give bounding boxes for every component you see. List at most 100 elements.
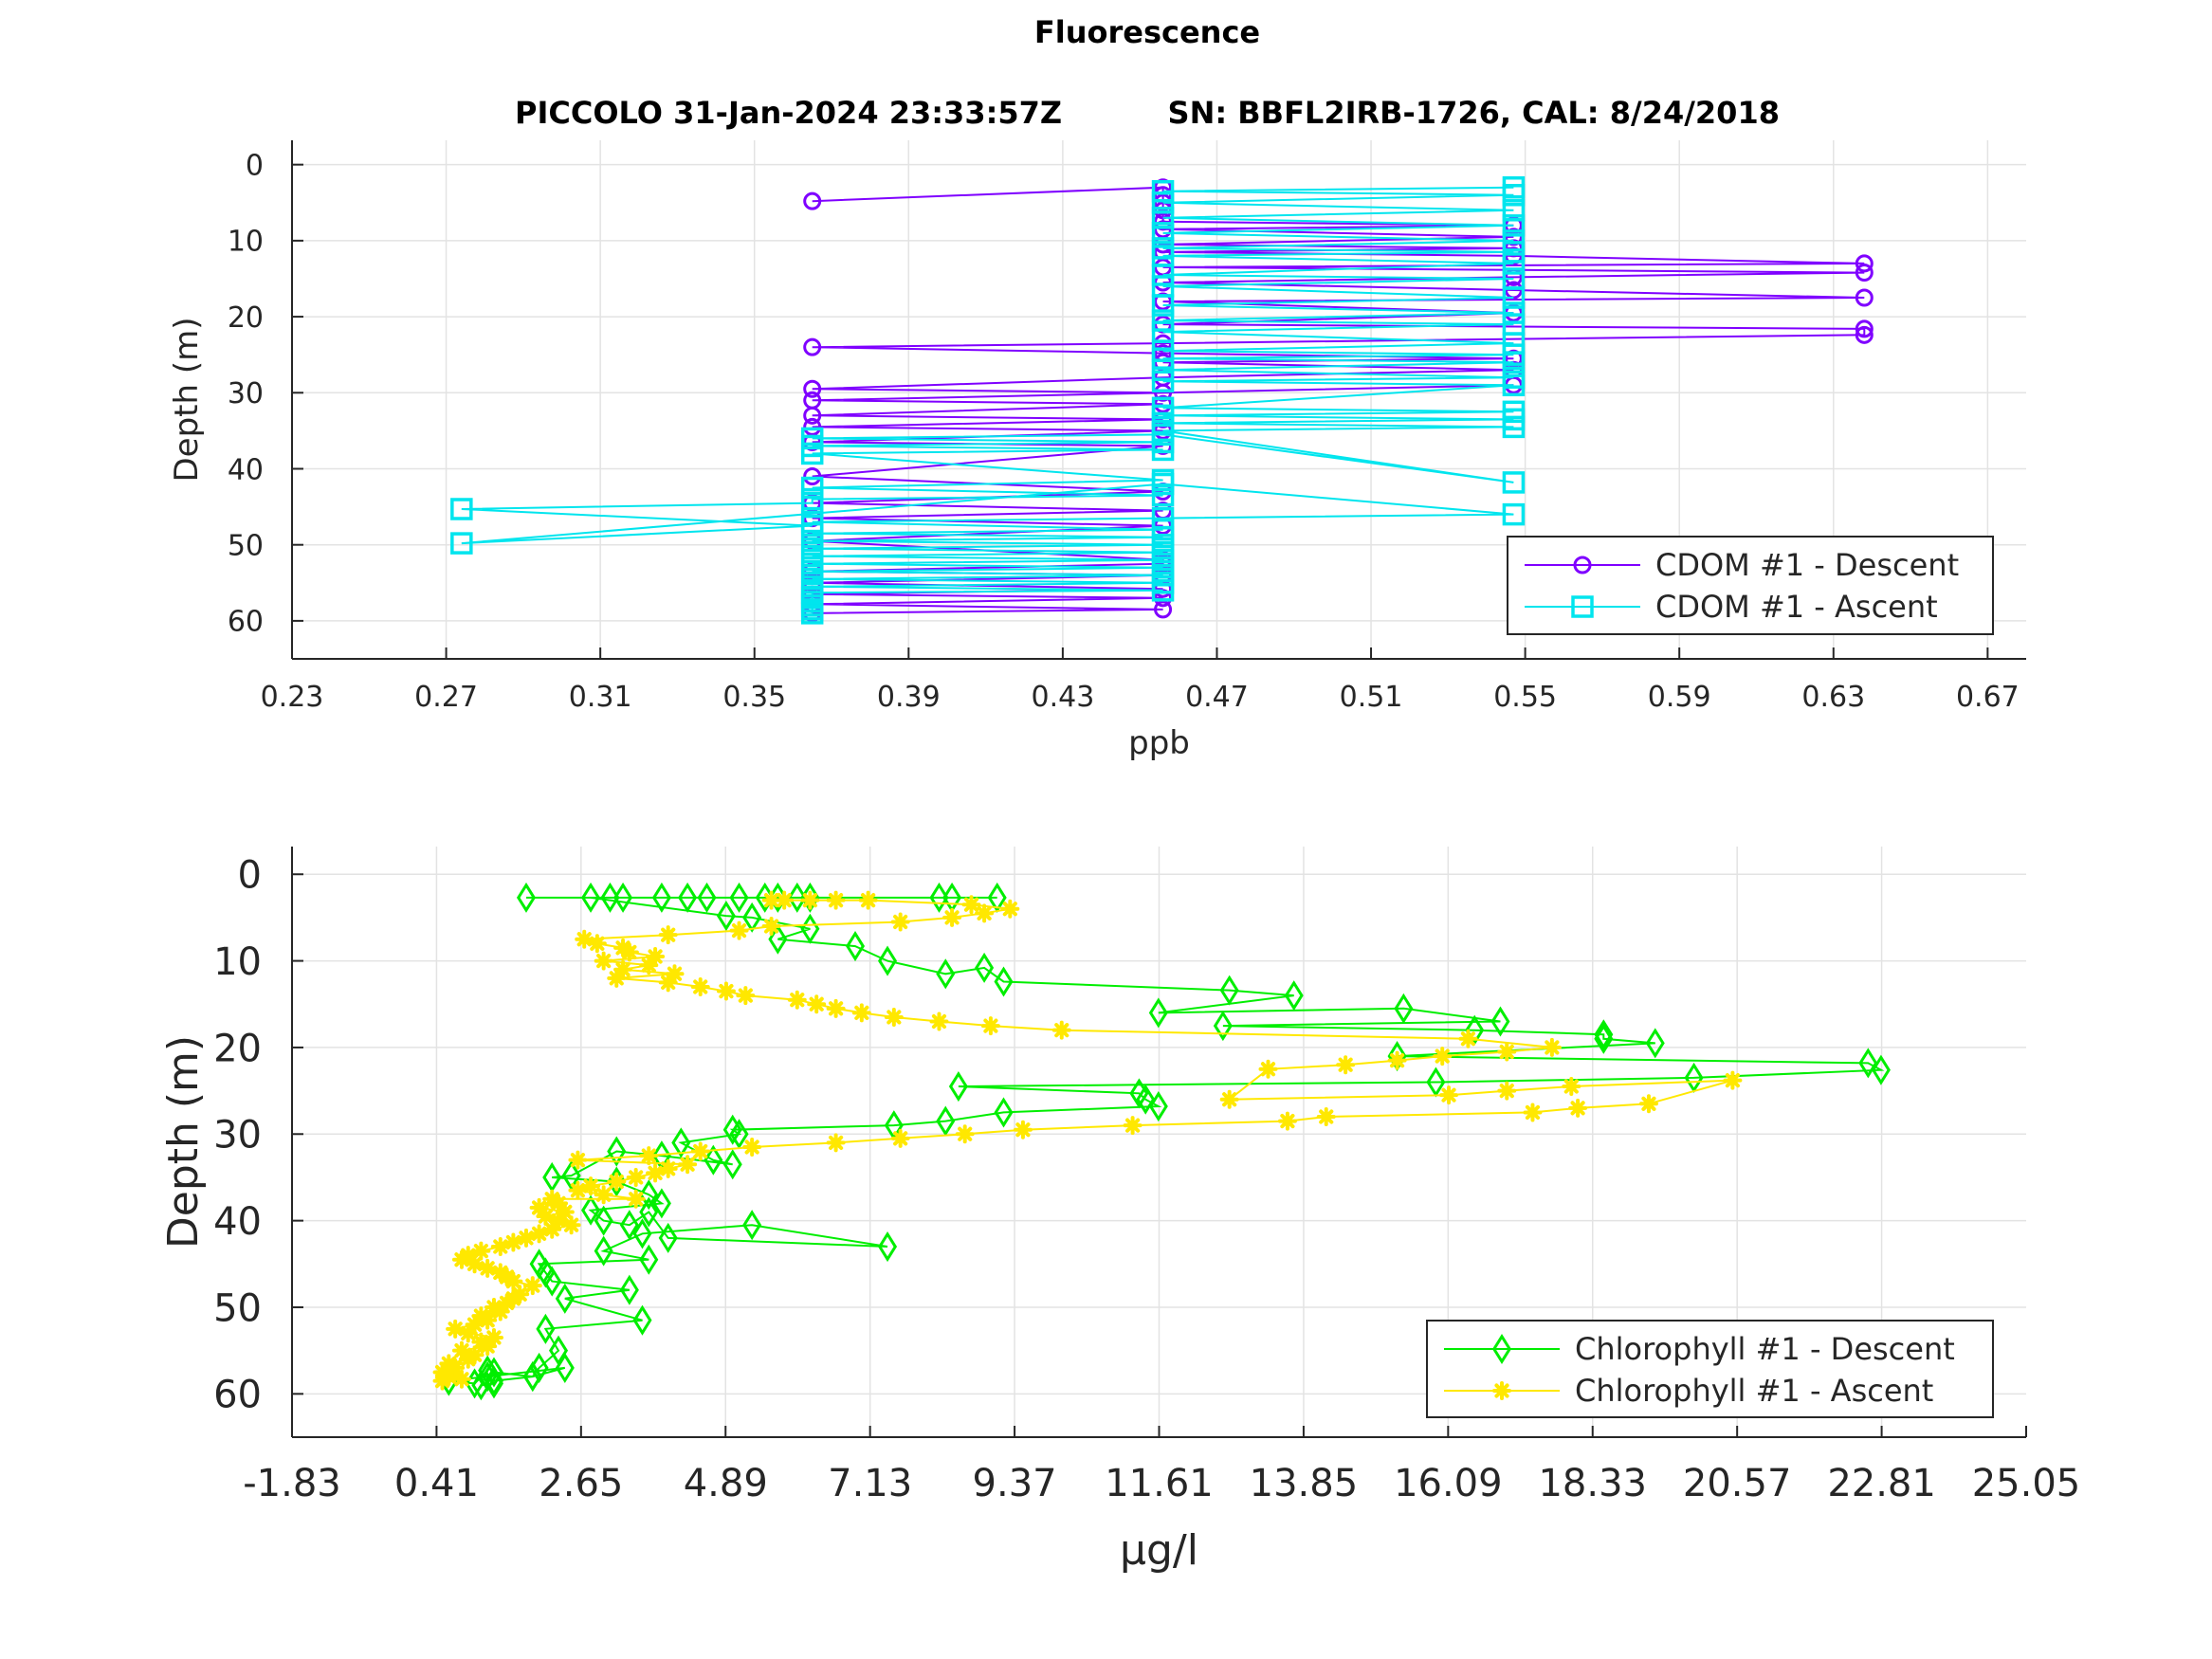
data-point — [1123, 1116, 1143, 1136]
data-point — [1213, 1011, 1233, 1042]
data-point — [465, 1254, 484, 1274]
data-point — [465, 1345, 484, 1365]
x-axis-label: µg/l — [1120, 1526, 1198, 1575]
y-axis-label: Depth (m) — [168, 317, 206, 482]
data-point — [1148, 1091, 1168, 1122]
data-point — [1219, 1089, 1239, 1109]
data-point — [510, 1285, 530, 1304]
data-point — [1151, 309, 1175, 332]
data-point — [1151, 506, 1175, 530]
data-point — [1433, 1047, 1453, 1066]
data-point — [484, 1297, 503, 1317]
legend-marker — [1571, 595, 1594, 618]
data-point — [1154, 292, 1173, 311]
data-point — [678, 1155, 698, 1175]
data-point — [1154, 410, 1173, 428]
data-point — [800, 890, 820, 910]
x-tick-label: 0.51 — [1340, 681, 1403, 714]
data-point — [1151, 179, 1175, 203]
data-point — [1458, 1029, 1478, 1048]
data-point — [568, 1150, 588, 1170]
data-point — [639, 1244, 659, 1275]
data-point — [646, 1163, 666, 1183]
data-point — [1154, 600, 1173, 619]
data-point — [446, 1319, 466, 1339]
data-point — [1504, 349, 1523, 368]
data-point — [936, 1105, 956, 1137]
data-point — [1154, 235, 1173, 254]
data-point — [851, 1003, 871, 1023]
data-point — [975, 903, 995, 923]
cdom-panel: 0.23 0.27 0.31 0.35 0.39 0.43 0.47 0.51 0.55 0.59… — [168, 140, 2026, 762]
data-point — [742, 902, 762, 933]
data-point — [536, 1313, 556, 1344]
y-tick-label: 30 — [213, 1114, 262, 1158]
data-point — [1562, 1077, 1581, 1097]
data-point — [581, 1176, 601, 1196]
x-tick-label: 9.37 — [973, 1462, 1057, 1505]
data-point — [651, 1188, 671, 1219]
data-point — [1154, 201, 1173, 220]
legend-box — [1426, 1320, 1994, 1418]
data-point — [575, 929, 594, 949]
y-axis-label: Depth (m) — [159, 1035, 208, 1249]
x-tick-label: 25.05 — [1972, 1462, 2081, 1505]
data-point — [516, 882, 537, 913]
y-tick-label: 50 — [213, 1286, 262, 1330]
data-point — [936, 958, 956, 990]
data-point — [1151, 370, 1175, 393]
data-point — [516, 1228, 536, 1248]
data-point — [787, 882, 807, 913]
data-point — [716, 901, 736, 932]
data-point — [1151, 222, 1175, 245]
data-point — [658, 1158, 678, 1178]
data-point — [549, 1211, 569, 1231]
data-point — [1151, 207, 1175, 229]
data-point — [690, 1141, 710, 1161]
data-point — [948, 1071, 968, 1103]
data-point — [478, 1258, 498, 1278]
data-point — [994, 966, 1014, 997]
data-point — [594, 1235, 613, 1267]
data-point — [1151, 237, 1175, 260]
x-tick-label: 7.13 — [828, 1462, 912, 1505]
data-point — [775, 890, 795, 910]
x-tick-label: 0.23 — [261, 681, 324, 714]
data-point — [1858, 1048, 1878, 1079]
data-point — [484, 1327, 503, 1347]
data-point — [890, 912, 910, 932]
data-point — [626, 1167, 646, 1187]
data-point — [632, 1304, 652, 1336]
data-point — [450, 498, 473, 520]
data-point — [761, 890, 781, 910]
x-tick-label: 11.61 — [1105, 1462, 1214, 1505]
x-tick-label: 22.81 — [1827, 1462, 1936, 1505]
data-point — [826, 1133, 846, 1153]
data-point — [1336, 1055, 1356, 1075]
x-tick-label: 0.31 — [569, 681, 632, 714]
y-tick-label: 50 — [228, 529, 264, 562]
data-point — [803, 337, 822, 356]
x-tick-label: 18.33 — [1538, 1462, 1647, 1505]
data-point — [639, 956, 659, 975]
y-tick-label: 60 — [213, 1374, 262, 1417]
data-point — [803, 432, 822, 451]
data-point — [980, 1016, 1000, 1036]
data-point — [1497, 1081, 1517, 1101]
data-point — [1219, 975, 1239, 1006]
x-tick-label: 13.85 — [1250, 1462, 1359, 1505]
data-point — [975, 952, 995, 983]
data-point — [800, 476, 824, 500]
y-tick-label: 0 — [246, 149, 264, 182]
data-point — [465, 1315, 484, 1335]
data-point — [607, 1172, 627, 1192]
y-tick-label: 40 — [228, 453, 264, 486]
data-point — [1277, 1111, 1297, 1131]
data-point — [542, 1219, 562, 1239]
x-axis-label: ppb — [1128, 724, 1190, 762]
data-point — [646, 947, 666, 967]
x-tick-label: 0.43 — [1031, 681, 1094, 714]
legend-marker — [1491, 1333, 1512, 1365]
data-point — [542, 1189, 562, 1209]
data-point — [729, 1119, 749, 1150]
